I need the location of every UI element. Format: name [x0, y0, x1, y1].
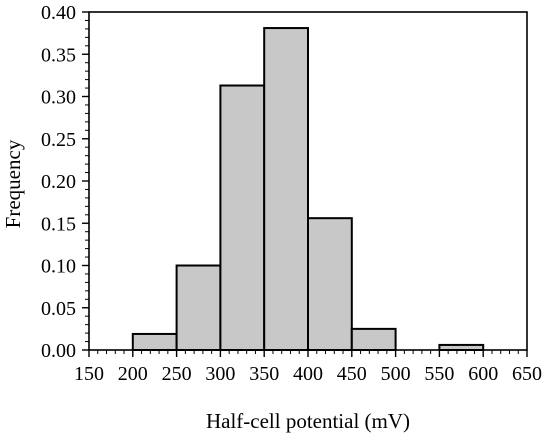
x-tick-label: 550 — [424, 363, 454, 385]
x-tick-label: 250 — [162, 363, 192, 385]
histogram-bar — [350, 327, 397, 351]
x-tick-label: 500 — [381, 363, 411, 385]
y-tick-label: 0.25 — [41, 129, 76, 151]
y-tick-label: 0.00 — [41, 340, 76, 362]
histogram-bar — [131, 332, 178, 352]
x-axis-title: Half-cell potential (mV) — [206, 409, 410, 433]
x-tick-label: 400 — [293, 363, 323, 385]
x-tick-label: 650 — [512, 363, 542, 385]
y-tick-label: 0.35 — [41, 44, 76, 66]
axes-layer — [82, 11, 528, 357]
y-axis-title: Frequency — [1, 139, 25, 228]
x-tick-label: 200 — [118, 363, 148, 385]
y-tick-label: 0.15 — [41, 213, 76, 235]
y-tick-label: 0.30 — [41, 87, 76, 109]
labels-layer: 150 200 250 300 350 400 450 500 550 600 650 0.00 0.0… — [41, 2, 542, 385]
histogram-bar — [219, 84, 266, 351]
x-tick-label: 450 — [337, 363, 367, 385]
x-tick-label: 600 — [468, 363, 498, 385]
histogram-bar — [175, 264, 222, 351]
x-tick-label: 300 — [205, 363, 235, 385]
histogram-bar — [307, 217, 353, 351]
x-tick-label: 350 — [249, 363, 279, 385]
y-tick-label: 0.10 — [41, 256, 76, 278]
bars-layer — [131, 27, 485, 352]
y-tick-label: 0.40 — [41, 2, 76, 24]
histogram-bar — [263, 27, 310, 352]
y-tick-label: 0.05 — [41, 298, 76, 320]
y-tick-label: 0.20 — [41, 171, 76, 193]
x-tick-label: 150 — [74, 363, 104, 385]
